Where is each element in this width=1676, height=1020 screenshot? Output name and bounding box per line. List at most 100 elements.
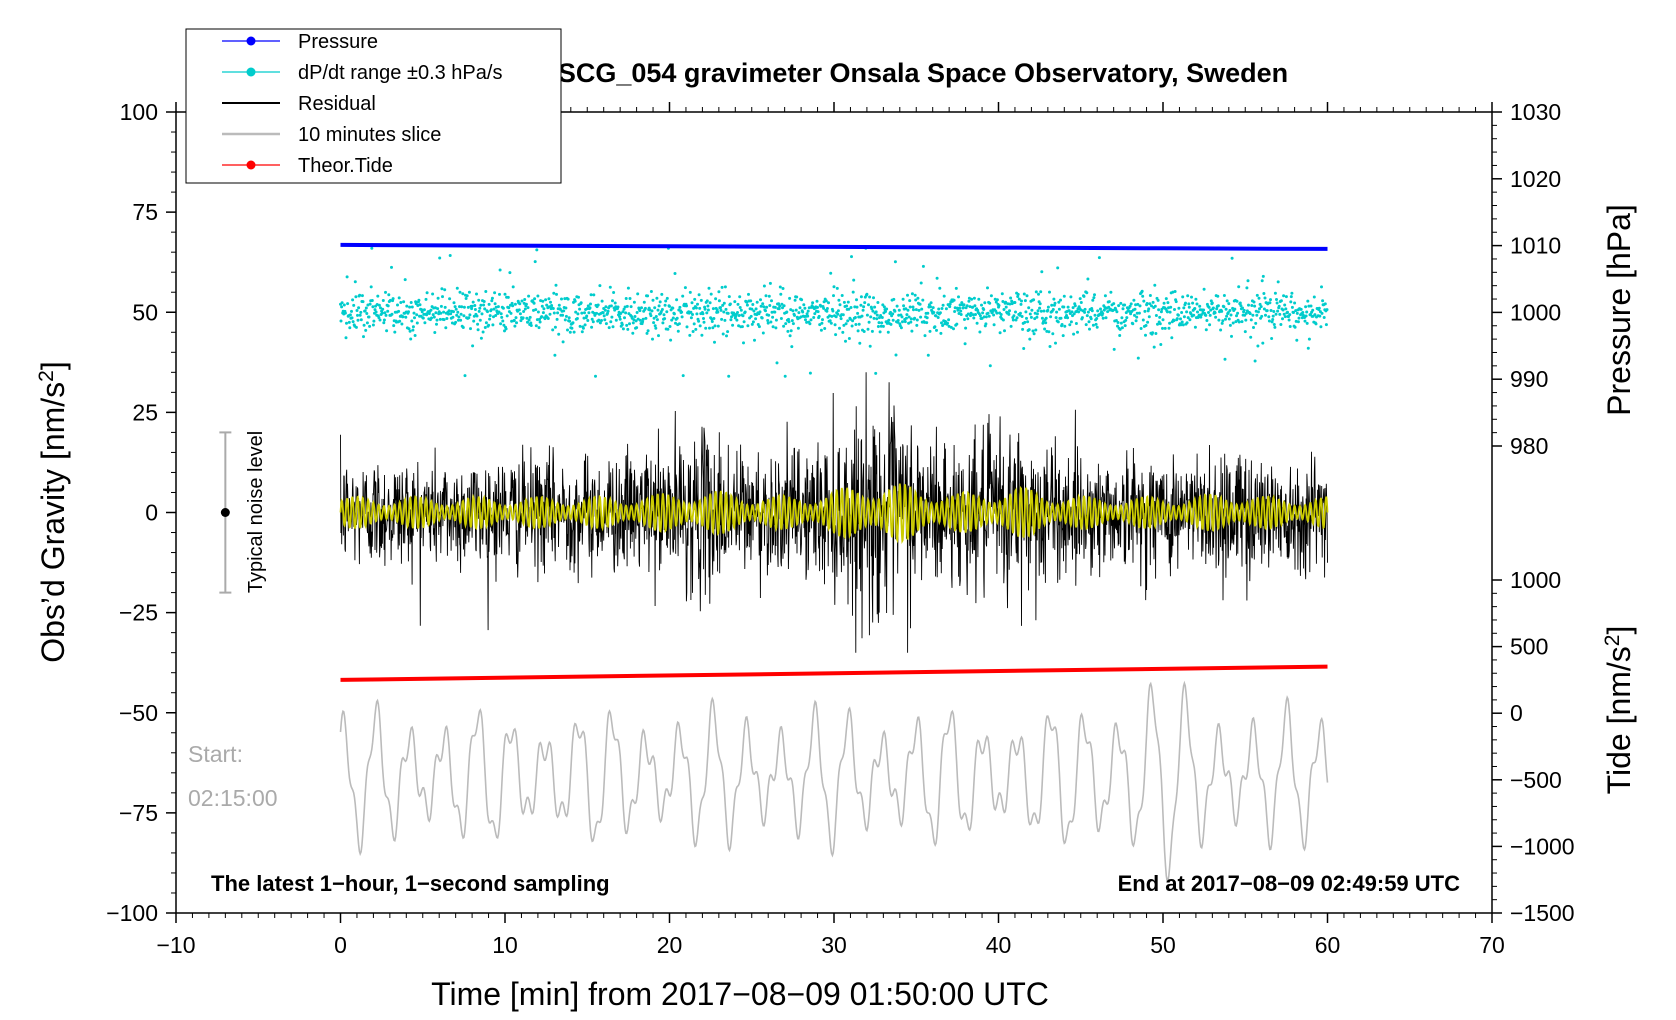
dpdt-point [952,298,956,302]
dpdt-point [1039,290,1043,294]
dpdt-point [1037,292,1040,296]
dpdt-point [716,310,720,314]
dpdt-point [609,304,613,308]
dpdt-point [1157,308,1161,312]
tide-tick-label: 1000 [1510,567,1561,593]
dpdt-point [730,315,733,319]
dpdt-point [438,317,442,321]
dpdt-point [967,299,971,303]
dpdt-point [782,304,786,308]
dpdt-point [1318,314,1322,318]
dpdt-point [351,320,355,324]
dpdt-point [443,288,447,292]
dpdt-point [1196,310,1199,314]
dpdt-point [860,314,864,318]
dpdt-point [458,290,462,294]
dpdt-point [544,298,548,302]
dpdt-point [842,323,846,327]
dpdt-point [387,293,391,297]
dpdt-point [1235,314,1238,318]
dpdt-point [1241,306,1244,310]
dpdt-point [1043,327,1047,331]
dpdt-point [385,329,389,333]
dpdt-point [499,322,503,326]
dpdt-point [879,324,883,328]
dpdt-point [1269,309,1273,312]
dpdt-point [961,306,965,310]
dpdt-point [433,331,437,334]
dpdt-point [1031,329,1035,333]
dpdt-point [362,323,366,327]
dpdt-point [964,326,968,330]
dpdt-point [802,303,806,307]
dpdt-point [353,280,357,284]
dpdt-point [750,307,754,311]
dpdt-point [740,325,744,329]
dpdt-point [367,315,371,319]
dpdt-point [435,318,439,322]
dpdt-point [844,322,848,326]
dpdt-point [978,314,982,318]
dpdt-point [914,298,918,302]
dpdt-point [1309,304,1313,308]
dpdt-point [804,318,807,322]
dpdt-point [345,275,349,279]
dpdt-point [992,323,996,327]
dpdt-point [847,307,851,311]
dpdt-point [994,300,998,304]
dpdt-point [897,313,901,317]
dpdt-point [1211,306,1215,310]
dpdt-point [738,295,742,299]
dpdt-point [780,302,784,306]
dpdt-point [409,337,413,341]
dpdt-point [1083,307,1087,311]
dpdt-point [1235,299,1239,303]
dpdt-point [850,255,853,259]
dpdt-point [668,304,671,308]
dpdt-point [1156,322,1159,326]
dpdt-point [532,301,536,305]
dpdt-point [806,309,810,313]
dpdt-point [881,303,885,307]
dpdt-point [773,305,777,309]
dpdt-point [970,297,974,301]
dpdt-point [1262,307,1266,311]
dpdt-point [1226,311,1230,315]
dpdt-point [1187,305,1191,309]
dpdt-point [1205,319,1209,322]
dpdt-point [1267,319,1271,323]
dpdt-point [1044,316,1048,320]
dpdt-point [1222,305,1226,309]
legend-label: dP/dt range ±0.3 hPa/s [298,62,502,84]
dpdt-point [1249,335,1253,339]
dpdt-point [1282,294,1286,298]
dpdt-point [514,316,518,320]
dpdt-point [430,316,433,320]
dpdt-point [421,316,425,320]
dpdt-point [1234,320,1238,324]
dpdt-point [1276,280,1280,284]
dpdt-point [1230,334,1233,338]
dpdt-point [626,286,630,290]
dpdt-point [900,315,904,319]
dpdt-point [524,302,528,306]
dpdt-point [688,290,692,294]
dpdt-point [997,304,1001,307]
dpdt-point [1213,311,1217,315]
dpdt-point [355,309,359,312]
dpdt-point [578,324,582,328]
dpdt-point [1290,291,1294,295]
dpdt-point [346,302,350,306]
dpdt-point [1080,316,1084,320]
dpdt-point [1158,315,1162,319]
dpdt-point [356,318,360,322]
dpdt-point [1106,310,1110,314]
dpdt-point [982,315,986,319]
dpdt-point [1274,312,1278,316]
dpdt-point [370,299,374,302]
dpdt-point [350,316,354,320]
dpdt-point [749,299,753,303]
dpdt-point [1275,298,1278,301]
dpdt-point [347,320,351,324]
dpdt-point [1217,318,1221,322]
